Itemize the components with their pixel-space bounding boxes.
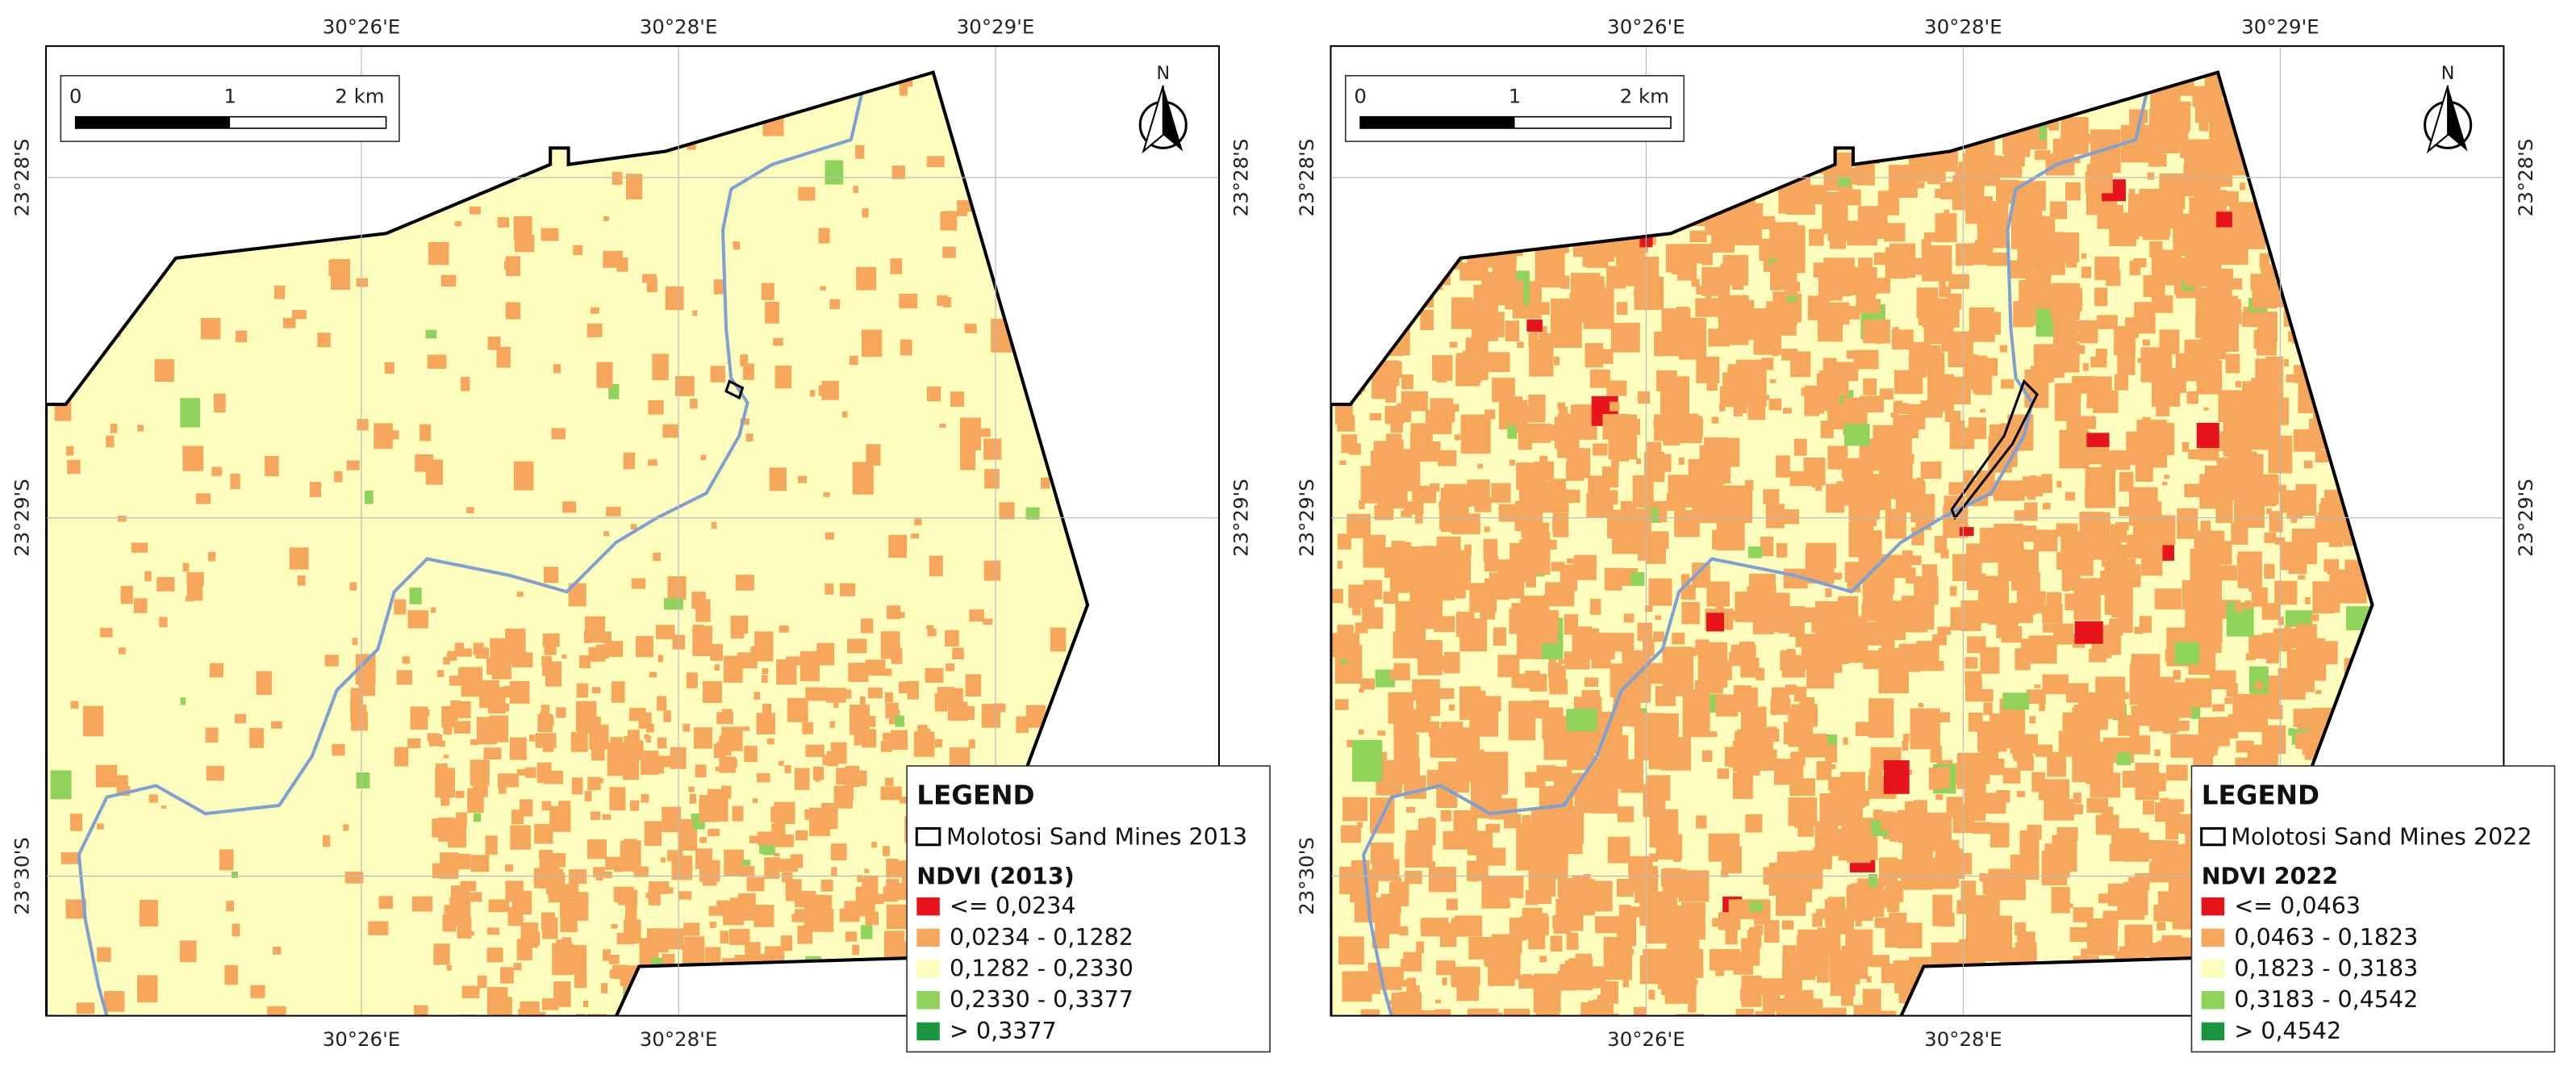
bottom-coordinate: 30°28'E bbox=[1924, 1027, 2002, 1051]
legend-class: <= 0,0234 bbox=[950, 893, 1076, 919]
legend-title: LEGEND bbox=[916, 780, 1034, 811]
north-label: N bbox=[1156, 63, 1170, 84]
legend-class: 0,2330 - 0,3377 bbox=[950, 986, 1134, 1013]
legend: LEGEND Molotosi Sand Mines 2013 NDVI (2013… bbox=[906, 765, 1271, 1053]
map-frame bbox=[44, 45, 1220, 1017]
scale-label: 0 bbox=[1354, 84, 1367, 107]
north-label: N bbox=[2441, 63, 2455, 84]
left-coordinate: 23°30'S bbox=[10, 837, 34, 915]
legend-class: 0,0463 - 0,1823 bbox=[2234, 924, 2418, 951]
legend-swatch bbox=[916, 960, 940, 978]
bottom-coordinate: 30°28'E bbox=[640, 1027, 718, 1051]
legend-index-title: NDVI (2013) bbox=[916, 864, 1074, 890]
right-coordinate: 23°29'S bbox=[2514, 479, 2537, 557]
legend-swatch bbox=[2201, 960, 2225, 978]
legend-boundary: Molotosi Sand Mines 2013 bbox=[946, 824, 1247, 851]
legend-class: > 0,3377 bbox=[950, 1018, 1057, 1044]
right-coordinate: 23°28'S bbox=[1229, 139, 1252, 217]
top-coordinate: 30°29'E bbox=[957, 15, 1035, 39]
sand-mine bbox=[1950, 379, 2039, 521]
bottom-coordinate: 30°26'E bbox=[323, 1027, 401, 1051]
legend-swatch bbox=[2201, 928, 2225, 947]
sand-mine bbox=[724, 379, 745, 400]
boundary bbox=[1330, 70, 2374, 1016]
top-coordinate: 30°26'E bbox=[1607, 15, 1685, 39]
legend-swatch bbox=[916, 928, 940, 947]
right-coordinate: 23°28'S bbox=[2514, 139, 2537, 217]
map-area bbox=[46, 70, 1090, 1016]
left-coordinate: 23°28'S bbox=[10, 139, 34, 217]
scale-bar: 0 1 2 km bbox=[60, 74, 400, 143]
left-coordinate: 23°29'S bbox=[1295, 479, 1318, 557]
scale-label: 2 km bbox=[335, 84, 384, 107]
legend-class: 0,1823 - 0,3183 bbox=[2234, 956, 2418, 982]
map-panel: 30°26'E 30°28'E 30°29'E 30°26'E 30°28'E 23°28… bbox=[1295, 15, 2556, 1053]
study-area bbox=[46, 72, 1088, 1016]
legend-class: <= 0,0463 bbox=[2234, 893, 2361, 919]
legend-swatch bbox=[916, 991, 940, 1010]
map-panel: 30°26'E 30°28'E 30°29'E 30°26'E 30°28'E 23°28… bbox=[10, 15, 1271, 1053]
legend-class: > 0,4542 bbox=[2234, 1018, 2341, 1044]
legend-swatch bbox=[2201, 991, 2225, 1010]
scale-label: 2 km bbox=[1620, 84, 1669, 107]
legend-class: 0,1282 - 0,2330 bbox=[950, 956, 1134, 982]
top-coordinate: 30°29'E bbox=[2241, 15, 2319, 39]
left-coordinate: 23°29'S bbox=[10, 479, 34, 557]
north-arrow: N bbox=[2424, 63, 2473, 154]
top-coordinate: 30°28'E bbox=[640, 15, 718, 39]
legend: LEGEND Molotosi Sand Mines 2022 NDVI 2022 <… bbox=[2190, 765, 2556, 1053]
left-coordinate: 23°30'S bbox=[1295, 837, 1318, 915]
legend-swatch bbox=[2201, 897, 2225, 916]
legend-index-title: NDVI 2022 bbox=[2202, 864, 2338, 890]
top-coordinate: 30°28'E bbox=[1924, 15, 2002, 39]
north-arrow: N bbox=[1138, 63, 1188, 154]
legend-title: LEGEND bbox=[2202, 780, 2319, 811]
right-coordinate: 23°29'S bbox=[1229, 479, 1252, 557]
legend-swatch bbox=[2201, 1022, 2225, 1041]
legend-class: 0,0234 - 0,1282 bbox=[950, 924, 1134, 951]
left-coordinate: 23°28'S bbox=[1295, 139, 1318, 217]
bottom-coordinate: 30°26'E bbox=[1607, 1027, 1685, 1051]
map-frame bbox=[1330, 45, 2505, 1017]
scale-bar: 0 1 2 km bbox=[1344, 74, 1685, 143]
legend-swatch bbox=[916, 897, 940, 916]
scale-label: 0 bbox=[69, 84, 82, 107]
scale-label: 1 bbox=[223, 84, 236, 107]
scale-label: 1 bbox=[1509, 84, 1522, 107]
legend-class: 0,3183 - 0,4542 bbox=[2234, 986, 2418, 1013]
boundary bbox=[46, 70, 1090, 1016]
legend-swatch bbox=[916, 1022, 940, 1041]
legend-boundary: Molotosi Sand Mines 2022 bbox=[2231, 824, 2532, 851]
top-coordinate: 30°26'E bbox=[323, 15, 401, 39]
